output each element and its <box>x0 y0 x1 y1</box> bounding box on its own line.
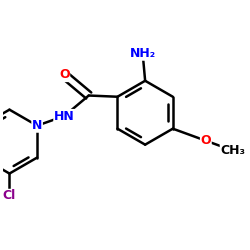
Text: CH₃: CH₃ <box>220 144 245 157</box>
Text: HN: HN <box>54 110 75 122</box>
Text: N: N <box>32 119 42 132</box>
Text: Cl: Cl <box>3 190 16 202</box>
Text: O: O <box>200 134 211 147</box>
Text: O: O <box>59 68 70 82</box>
Text: NH₂: NH₂ <box>130 47 156 60</box>
